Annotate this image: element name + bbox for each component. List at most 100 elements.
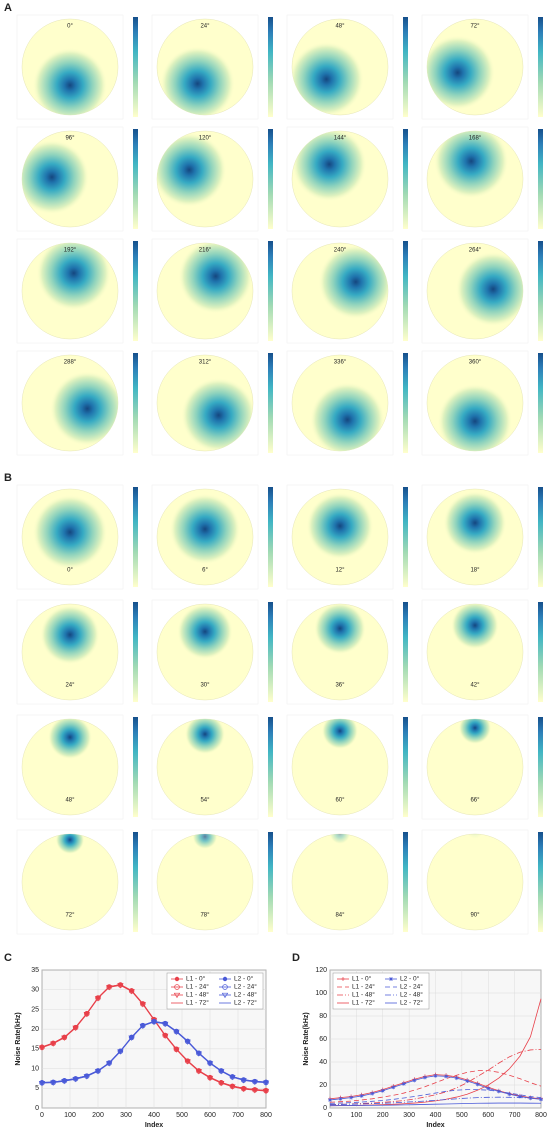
heatmap-cell: 48° (286, 14, 408, 120)
angle-label: 0° (67, 568, 73, 574)
angle-label: 192° (64, 248, 77, 254)
x-tick-label: 100 (351, 1112, 363, 1119)
marker (38, 1045, 46, 1051)
colorbar (268, 717, 273, 817)
heatmap-cell: 36° (286, 599, 408, 705)
heatmap-cell: 216° (151, 238, 273, 344)
marker (539, 1097, 543, 1102)
colorbar (268, 17, 273, 117)
marker (341, 977, 345, 981)
heatmap-cell: 168° (421, 126, 543, 232)
y-tick-label: 80 (319, 1013, 327, 1020)
heatmap-blob (314, 604, 366, 655)
colorbar (133, 717, 138, 817)
series-line (41, 1021, 267, 1084)
marker (221, 992, 229, 999)
angle-label: 24° (200, 24, 210, 30)
angle-label: 12° (335, 568, 345, 574)
marker (251, 1079, 259, 1086)
heatmap-blob (55, 834, 85, 855)
heatmap-blob (192, 834, 218, 850)
angle-label: 0° (67, 24, 73, 30)
legend-label: L2 - 0° (234, 975, 254, 983)
heatmap-blob (40, 604, 100, 665)
heatmap-blob (49, 371, 118, 447)
heatmap-frame (151, 14, 259, 120)
heatmap-frame (151, 238, 259, 344)
marker (391, 1085, 396, 1090)
colorbar (133, 17, 138, 117)
heatmap-blob (292, 41, 364, 115)
heatmap-blob (427, 35, 496, 111)
legend-label: L1 - 24° (352, 983, 375, 991)
marker (433, 1073, 438, 1078)
heatmap-blob (318, 244, 388, 320)
heatmap-blob (169, 493, 241, 565)
heatmap-cell: 312° (151, 350, 273, 456)
colorbar (268, 602, 273, 702)
marker (229, 1084, 236, 1090)
y-tick-label: 120 (315, 967, 327, 974)
marker (206, 1075, 214, 1082)
heatmap-blob (177, 604, 233, 660)
colorbar (538, 832, 543, 932)
heatmap-blob (22, 139, 90, 215)
marker (380, 1088, 385, 1093)
heatmap-frame (421, 238, 529, 344)
x-tick-label: 800 (260, 1112, 272, 1119)
y-tick-label: 20 (31, 1026, 39, 1033)
colorbar (403, 353, 408, 453)
heatmap-frame (421, 599, 529, 705)
heatmap-frame (151, 350, 259, 456)
y-axis-label: Noise Rate(kHz) (303, 1012, 310, 1065)
heatmap-cell: 54° (151, 714, 273, 820)
marker (465, 1078, 470, 1083)
marker (359, 1093, 364, 1098)
marker (94, 1069, 102, 1075)
angle-label: 18° (470, 568, 480, 574)
series-line (329, 1096, 542, 1105)
heatmap-blob (466, 834, 484, 840)
x-tick-label: 600 (204, 1112, 216, 1119)
heatmap-cell: 264° (421, 238, 543, 344)
legend-label: L1 - 72° (352, 999, 375, 1007)
heatmap-frame (286, 599, 394, 705)
marker (389, 977, 393, 981)
heatmap-frame (151, 484, 259, 590)
heatmap-blob (32, 494, 108, 570)
heatmap-cell: 84° (286, 829, 408, 935)
panel-label: B (4, 472, 12, 484)
marker (338, 1096, 343, 1101)
heatmap-frame (286, 14, 394, 120)
heatmap-frame (151, 599, 259, 705)
marker (240, 1078, 247, 1084)
marker (49, 1080, 57, 1086)
angle-label: 30° (200, 683, 210, 689)
y-tick-label: 60 (319, 1036, 327, 1043)
heatmap-cell: 72° (421, 14, 543, 120)
marker (222, 984, 228, 990)
angle-label: 48° (65, 798, 75, 804)
marker (38, 1081, 46, 1087)
heatmap-cell: 6° (151, 484, 273, 590)
colorbar (133, 602, 138, 702)
marker (217, 1081, 225, 1087)
x-axis-label: Index (426, 1122, 444, 1129)
heatmap-frame (421, 484, 529, 590)
heatmap-cell: 360° (421, 350, 543, 456)
heatmap-frame (16, 238, 124, 344)
heatmap-cell: 60° (286, 714, 408, 820)
heatmap-frame (421, 714, 529, 820)
colorbar (538, 717, 543, 817)
angle-label: 144° (334, 136, 347, 142)
colorbar (133, 353, 138, 453)
heatmap-blob (437, 383, 513, 451)
heatmap-cell: 78° (151, 829, 273, 935)
colorbar (403, 602, 408, 702)
angle-label: 36° (335, 683, 345, 689)
angle-label: 96° (65, 136, 75, 142)
heatmap-cell: 12° (286, 484, 408, 590)
marker (401, 1081, 406, 1086)
marker (370, 1091, 375, 1096)
heatmap-cell: 96° (16, 126, 138, 232)
